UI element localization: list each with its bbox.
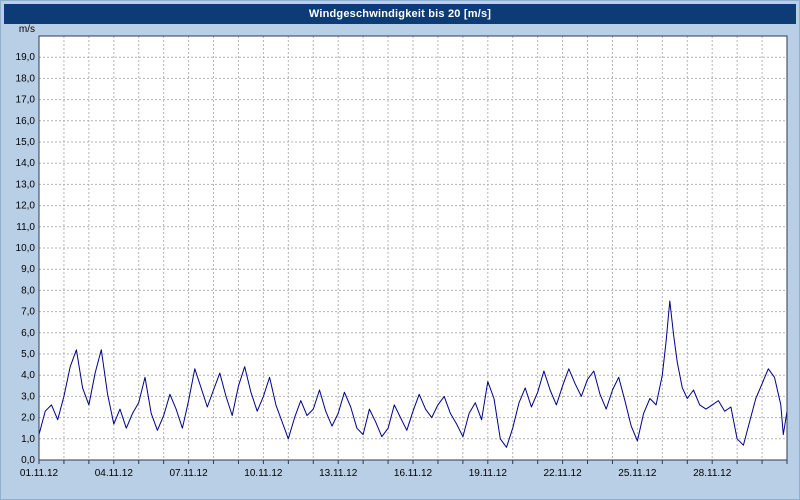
y-tick-label: 18,0 [16, 73, 36, 84]
y-tick-label: 5,0 [21, 349, 35, 360]
x-tick-label: 28.11.12 [693, 468, 732, 479]
y-tick-label: 7,0 [21, 307, 35, 318]
y-tick-label: 3,0 [21, 391, 35, 402]
x-tick-marks [38, 460, 788, 464]
wind-speed-series-line [38, 300, 788, 448]
x-tick-label: 10.11.12 [244, 468, 283, 479]
x-tick-label: 04.11.12 [95, 468, 134, 479]
y-tick-label: 16,0 [16, 116, 36, 127]
wind-speed-line-chart: 01.11.12 04.11.12 07.11.12 10.11.12 13.11.12… [16, 24, 788, 479]
x-tick-label: 25.11.12 [618, 468, 657, 479]
x-tick-label: 01.11.12 [20, 468, 59, 479]
y-tick-label: 14,0 [16, 158, 36, 169]
y-tick-label: 17,0 [16, 95, 36, 106]
x-axis-labels: 01.11.12 04.11.12 07.11.12 10.11.12 13.11.12… [20, 468, 732, 479]
x-tick-label: 07.11.12 [170, 468, 209, 479]
x-tick-label: 13.11.12 [319, 468, 358, 479]
y-tick-label: 8,0 [21, 285, 35, 296]
y-axis-unit-label: m/s [19, 24, 35, 35]
chart-title-bar: Windgeschwindigkeit bis 20 [m/s] [4, 4, 796, 24]
y-gridlines [39, 56, 787, 440]
y-tick-label: 6,0 [21, 328, 35, 339]
y-tick-label: 0,0 [21, 455, 35, 466]
y-tick-label: 11,0 [16, 222, 35, 233]
y-tick-label: 9,0 [21, 264, 35, 275]
y-tick-label: 1,0 [21, 434, 35, 445]
y-tick-label: 13,0 [16, 179, 36, 190]
x-tick-label: 16.11.12 [394, 468, 433, 479]
x-tick-label: 19.11.12 [469, 468, 508, 479]
y-tick-label: 4,0 [21, 370, 35, 381]
x-tick-label: 22.11.12 [544, 468, 583, 479]
y-tick-label: 12,0 [16, 201, 36, 212]
y-tick-label: 15,0 [16, 137, 36, 148]
y-tick-label: 19,0 [16, 52, 36, 63]
y-axis-labels: 19,0 18,0 17,0 16,0 15,0 14,0 13,0 12,0 11,0 10,0… [16, 52, 36, 466]
y-tick-label: 2,0 [21, 413, 35, 424]
y-tick-label: 10,0 [16, 243, 36, 254]
